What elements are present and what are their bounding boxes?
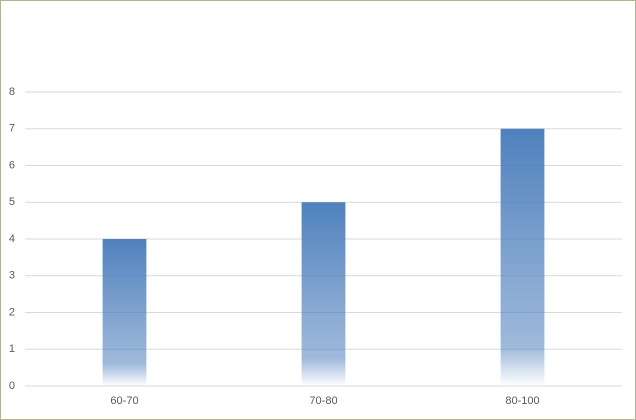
y-tick-label: 2 [9,306,15,318]
bar [102,239,147,386]
x-tick-label: 80-100 [505,395,539,407]
bar [301,202,346,386]
x-tick-label: 70-80 [309,395,337,407]
y-tick-label: 1 [9,343,15,355]
y-tick-label: 3 [9,270,15,282]
y-tick-label: 4 [9,233,15,245]
y-tick-label: 5 [9,196,15,208]
x-tick-label: 60-70 [110,395,138,407]
y-tick-label: 6 [9,159,15,171]
y-tick-label: 7 [9,123,15,135]
bar [500,128,545,386]
y-tick-label: 8 [9,86,15,98]
y-tick-label: 0 [9,380,15,392]
